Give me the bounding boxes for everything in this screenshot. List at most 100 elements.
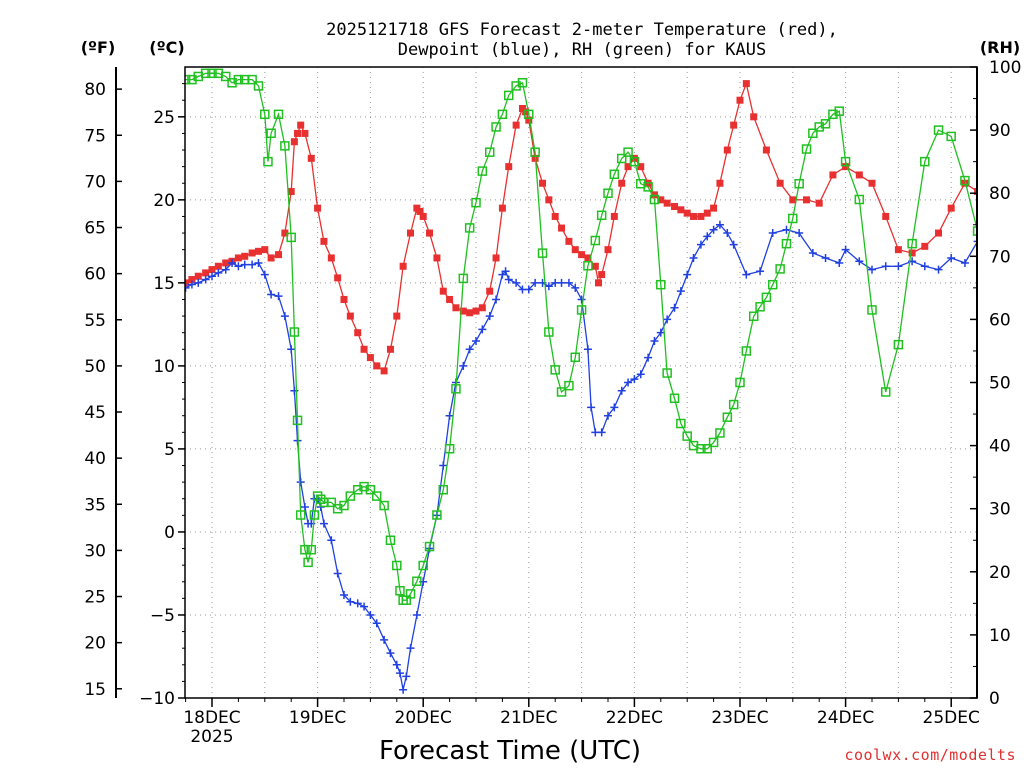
dewpoint-marker	[742, 270, 751, 279]
rh-marker	[576, 305, 587, 315]
temperature-marker	[742, 80, 750, 88]
rh-tick-label: 50	[989, 374, 1011, 394]
rh-marker	[438, 485, 449, 495]
dewpoint-marker	[327, 536, 336, 545]
dewpoint-marker	[703, 232, 712, 241]
rh-marker	[424, 541, 435, 552]
dewpoint-marker	[881, 262, 890, 271]
dewpoint-marker	[624, 378, 633, 387]
temperature-marker	[723, 146, 731, 154]
dewpoint-marker	[696, 240, 705, 249]
temperature-marker	[829, 171, 837, 179]
rh-tick-label: 90	[989, 121, 1011, 141]
x-tick-label: 22DEC	[606, 708, 663, 728]
temperature-marker	[472, 307, 480, 315]
dewpoint-marker	[392, 660, 401, 669]
temperature-marker	[452, 304, 460, 312]
temperature-marker	[281, 229, 289, 237]
rh-tick-label: 20	[989, 563, 1011, 583]
temperature-marker	[565, 237, 573, 245]
x-tick-label: 23DEC	[711, 708, 768, 728]
rh-marker	[309, 510, 320, 520]
rh-marker	[590, 235, 601, 246]
temperature-marker	[947, 204, 955, 212]
rh-marker	[395, 585, 405, 596]
temperature-marker	[703, 209, 711, 217]
dewpoint-marker	[459, 361, 468, 370]
temperature-marker	[202, 269, 210, 277]
dewpoint-marker	[821, 253, 830, 262]
temperature-marker	[690, 212, 698, 220]
temperature-marker	[466, 309, 474, 317]
chart-title-line-1: 2025121718 GFS Forecast 2-meter Temperat…	[326, 20, 838, 40]
dewpoint-marker	[617, 386, 626, 395]
rh-marker	[564, 380, 574, 391]
dewpoint-marker	[583, 345, 592, 354]
rh-marker	[286, 232, 296, 243]
rh-marker	[458, 273, 469, 284]
temperature-marker	[710, 204, 718, 212]
rh-marker	[629, 156, 640, 167]
rh-marker	[273, 109, 284, 120]
fahrenheit-axis-label: (ºF)	[81, 38, 116, 57]
temperature-marker	[426, 229, 434, 237]
dewpoint-marker	[630, 375, 639, 384]
temperature-marker	[314, 204, 322, 212]
fahrenheit-tick-label: 50	[84, 357, 106, 377]
rh-marker	[761, 292, 772, 303]
temperature-marker	[1001, 213, 1008, 220]
rh-marker	[696, 444, 706, 454]
dewpoint-marker	[663, 315, 672, 324]
rh-marker	[662, 368, 672, 378]
rh-marker	[702, 444, 713, 454]
dewpoint-marker	[973, 237, 977, 246]
rh-marker	[788, 213, 798, 224]
dewpoint-marker	[947, 253, 956, 262]
fahrenheit-tick-label: 35	[84, 495, 106, 515]
x-axis-label: Forecast Time (UTC)	[379, 736, 641, 766]
dewpoint-marker	[340, 591, 348, 600]
dewpoint-marker	[201, 275, 210, 284]
x-tick-sublabel: 2025	[190, 727, 233, 747]
rh-marker	[432, 510, 442, 520]
rh-marker	[603, 188, 613, 198]
rh-tick-label: 100	[989, 58, 1021, 78]
dewpoint-marker	[795, 229, 804, 238]
dewpoint-marker	[723, 229, 732, 238]
rh-marker	[767, 279, 778, 290]
temperature-marker	[663, 199, 671, 207]
dewpoint-marker	[333, 569, 342, 578]
rh-marker	[755, 302, 765, 312]
rh-marker	[801, 144, 812, 154]
rh-marker	[365, 485, 376, 495]
temperature-marker	[261, 246, 269, 254]
temperature-marker	[736, 96, 744, 104]
rh-marker	[312, 491, 323, 501]
dewpoint-marker	[756, 267, 765, 276]
rh-marker	[306, 544, 317, 555]
rh-marker	[266, 128, 276, 139]
dewpoint-marker	[208, 272, 216, 281]
dewpoint-marker	[587, 403, 596, 412]
rh-marker	[233, 74, 244, 85]
rh-marker	[332, 503, 343, 514]
credit-link[interactable]: coolwx.com/modelts	[844, 746, 1016, 764]
dewpoint-marker	[960, 258, 969, 267]
dewpoint-marker	[492, 295, 501, 304]
rh-marker	[544, 327, 554, 337]
dewpoint-marker	[920, 262, 929, 271]
plot-frame	[184, 66, 978, 699]
dewpoint-marker	[544, 282, 553, 291]
dewpoint-marker	[501, 267, 510, 276]
celsius-tick-label: 25	[153, 108, 175, 128]
dewpoint-marker	[782, 225, 791, 234]
dewpoint-marker	[366, 610, 375, 619]
rh-marker	[722, 412, 733, 422]
temperature-marker	[618, 179, 626, 187]
dewpoint-marker	[319, 519, 328, 528]
dewpoint-marker	[597, 428, 606, 437]
rh-marker	[834, 106, 845, 116]
dewpoint-marker	[894, 262, 903, 271]
rh-marker	[550, 365, 560, 375]
grid	[185, 67, 977, 699]
